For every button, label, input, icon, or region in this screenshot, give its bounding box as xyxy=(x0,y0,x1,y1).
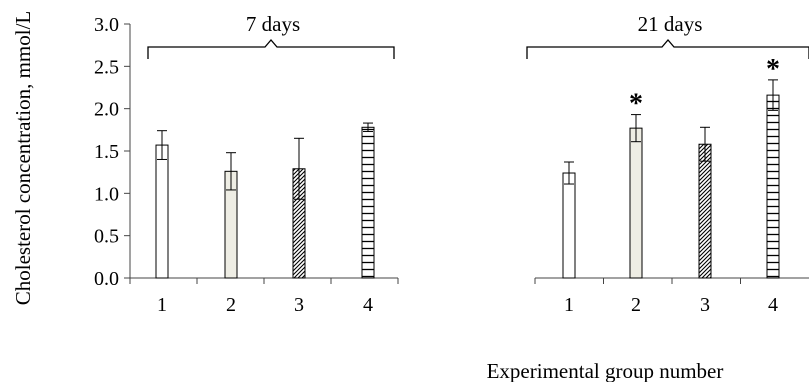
x-tick-label: 1 xyxy=(564,294,574,316)
y-tick-label: 1.5 xyxy=(94,141,119,163)
y-tick-label: 2.5 xyxy=(94,56,119,78)
bar xyxy=(698,143,712,279)
axes: 0.0 0.5 1.0 1.5 2.0 2.5 3.0 xyxy=(94,14,131,290)
x-tick-label: 3 xyxy=(294,294,304,316)
y-tick-label: 0.5 xyxy=(94,226,119,248)
bar xyxy=(155,144,169,279)
x-tick-label: 4 xyxy=(363,294,373,316)
bar xyxy=(562,172,576,279)
significance-marker: * xyxy=(629,89,643,120)
panel-title: 21 days xyxy=(638,12,703,36)
x-tick-label: 3 xyxy=(700,294,710,316)
bar xyxy=(629,127,643,279)
panel-title: 7 days xyxy=(246,12,300,36)
panel-bracket xyxy=(526,39,809,59)
panel-bracket xyxy=(147,39,395,59)
x-tick-label: 1 xyxy=(157,294,167,316)
x-tick-label: 2 xyxy=(226,294,236,316)
x-axis-label: Experimental group number xyxy=(487,359,724,382)
x-tick-label: 4 xyxy=(768,294,778,316)
panel-1: 7 days 1 2 3 4 xyxy=(129,12,399,316)
y-tick-label: 3.0 xyxy=(94,14,119,36)
significance-marker: * xyxy=(766,54,780,85)
x-tick-label: 2 xyxy=(631,294,641,316)
y-tick-label: 0.0 xyxy=(94,268,119,290)
bar xyxy=(766,94,780,279)
panels: 7 days 1 2 3 4 21 days 1 2 * 3 4 * xyxy=(129,12,809,316)
y-tick-label: 2.0 xyxy=(94,99,119,121)
y-tick-label: 1.0 xyxy=(94,183,119,205)
bar xyxy=(361,126,375,279)
y-axis-label: Cholesterol concentration, mmol/L xyxy=(11,11,35,306)
panel-2: 21 days 1 2 * 3 4 * xyxy=(526,12,809,316)
